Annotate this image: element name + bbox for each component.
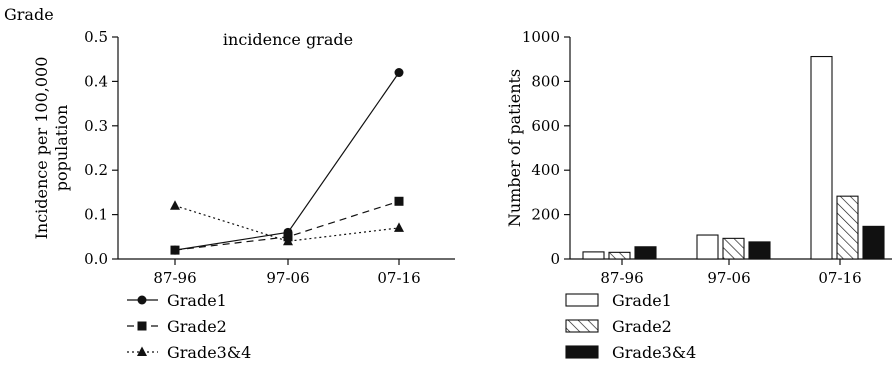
bar-grade3-4-87-96: [634, 246, 657, 260]
line-chart-xtick-label: 07-16: [377, 269, 420, 287]
bar-chart-ylabel: Number of patients: [505, 69, 524, 227]
line-chart-ylabel-line2: population: [52, 105, 71, 192]
legend-label-grade3-4: Grade3&4: [612, 343, 696, 362]
bar-chart-xtick-label: 07-16: [818, 269, 861, 287]
legend-swatch-grade2: [565, 319, 599, 333]
bar-grade1-87-96: [582, 251, 605, 260]
bar-chart-ytick-label: 0: [550, 250, 560, 268]
legend-marker-grade2: [137, 321, 147, 331]
data-point-grade2: [170, 245, 180, 255]
data-point-grade2: [394, 196, 404, 206]
line-chart-ytick-label: 0.5: [84, 28, 108, 46]
line-chart-xtick-label: 97-06: [266, 269, 309, 287]
bar-chart-xtick-label: 87-96: [600, 269, 643, 287]
legend-label-grade1: Grade1: [612, 291, 672, 310]
data-point-grade3-4: [283, 235, 293, 246]
legend-marker-grade3-4: [137, 346, 147, 356]
incidence-line-chart: incidence grade Incidence per 100,000 po…: [32, 28, 455, 287]
legend-label-grade2: Grade2: [612, 317, 672, 336]
data-point-grade3-4: [170, 200, 180, 210]
bar-grade3-4-97-06: [748, 241, 771, 260]
figure-label: Grade: [4, 5, 54, 24]
patients-bar-chart: Number of patients 0 200 400 600 800 1000 87-…: [505, 28, 892, 287]
bar-chart-ytick-label: 1000: [522, 28, 560, 46]
bar-grade2-07-16: [836, 195, 859, 260]
line-chart-ytick-label: 0.2: [84, 161, 108, 179]
line-chart-ylabel-line1: Incidence per 100,000: [32, 57, 51, 240]
series-line-grade1: [174, 72, 400, 251]
legend-label-grade2: Grade2: [167, 317, 227, 336]
legend-label-grade3-4: Grade3&4: [167, 343, 251, 362]
line-chart-ytick-label: 0.4: [84, 72, 108, 90]
line-chart-ytick-label: 0.3: [84, 117, 108, 135]
bar-chart-ytick-label: 600: [531, 117, 560, 135]
bar-grade1-97-06: [696, 234, 719, 260]
line-chart-xtick-label: 87-96: [153, 269, 196, 287]
line-chart-ytick-label: 0.0: [84, 250, 108, 268]
bar-chart-legend: Grade1 Grade2 Grade3&4: [565, 291, 696, 362]
line-chart-ytick-label: 0.1: [84, 206, 108, 224]
legend-swatch-grade3-4: [565, 345, 599, 359]
bar-grade1-07-16: [810, 55, 833, 260]
bar-grade3-4-07-16: [862, 225, 885, 260]
line-chart-title: incidence grade: [223, 30, 353, 49]
bar-chart-ytick-label: 800: [531, 72, 560, 90]
bar-grade2-87-96: [608, 251, 631, 260]
line-chart-legend: Grade1 Grade2 Grade3&4: [127, 291, 251, 362]
legend-label-grade1: Grade1: [167, 291, 227, 310]
bar-chart-ytick-label: 200: [531, 206, 560, 224]
data-point-grade1: [394, 68, 404, 78]
bar-grade2-97-06: [722, 237, 745, 260]
bar-chart-ytick-label: 400: [531, 161, 560, 179]
legend-marker-grade1: [137, 295, 147, 305]
legend-swatch-grade1: [565, 293, 599, 307]
bar-chart-xtick-label: 97-06: [707, 269, 750, 287]
data-point-grade3-4: [394, 222, 404, 232]
